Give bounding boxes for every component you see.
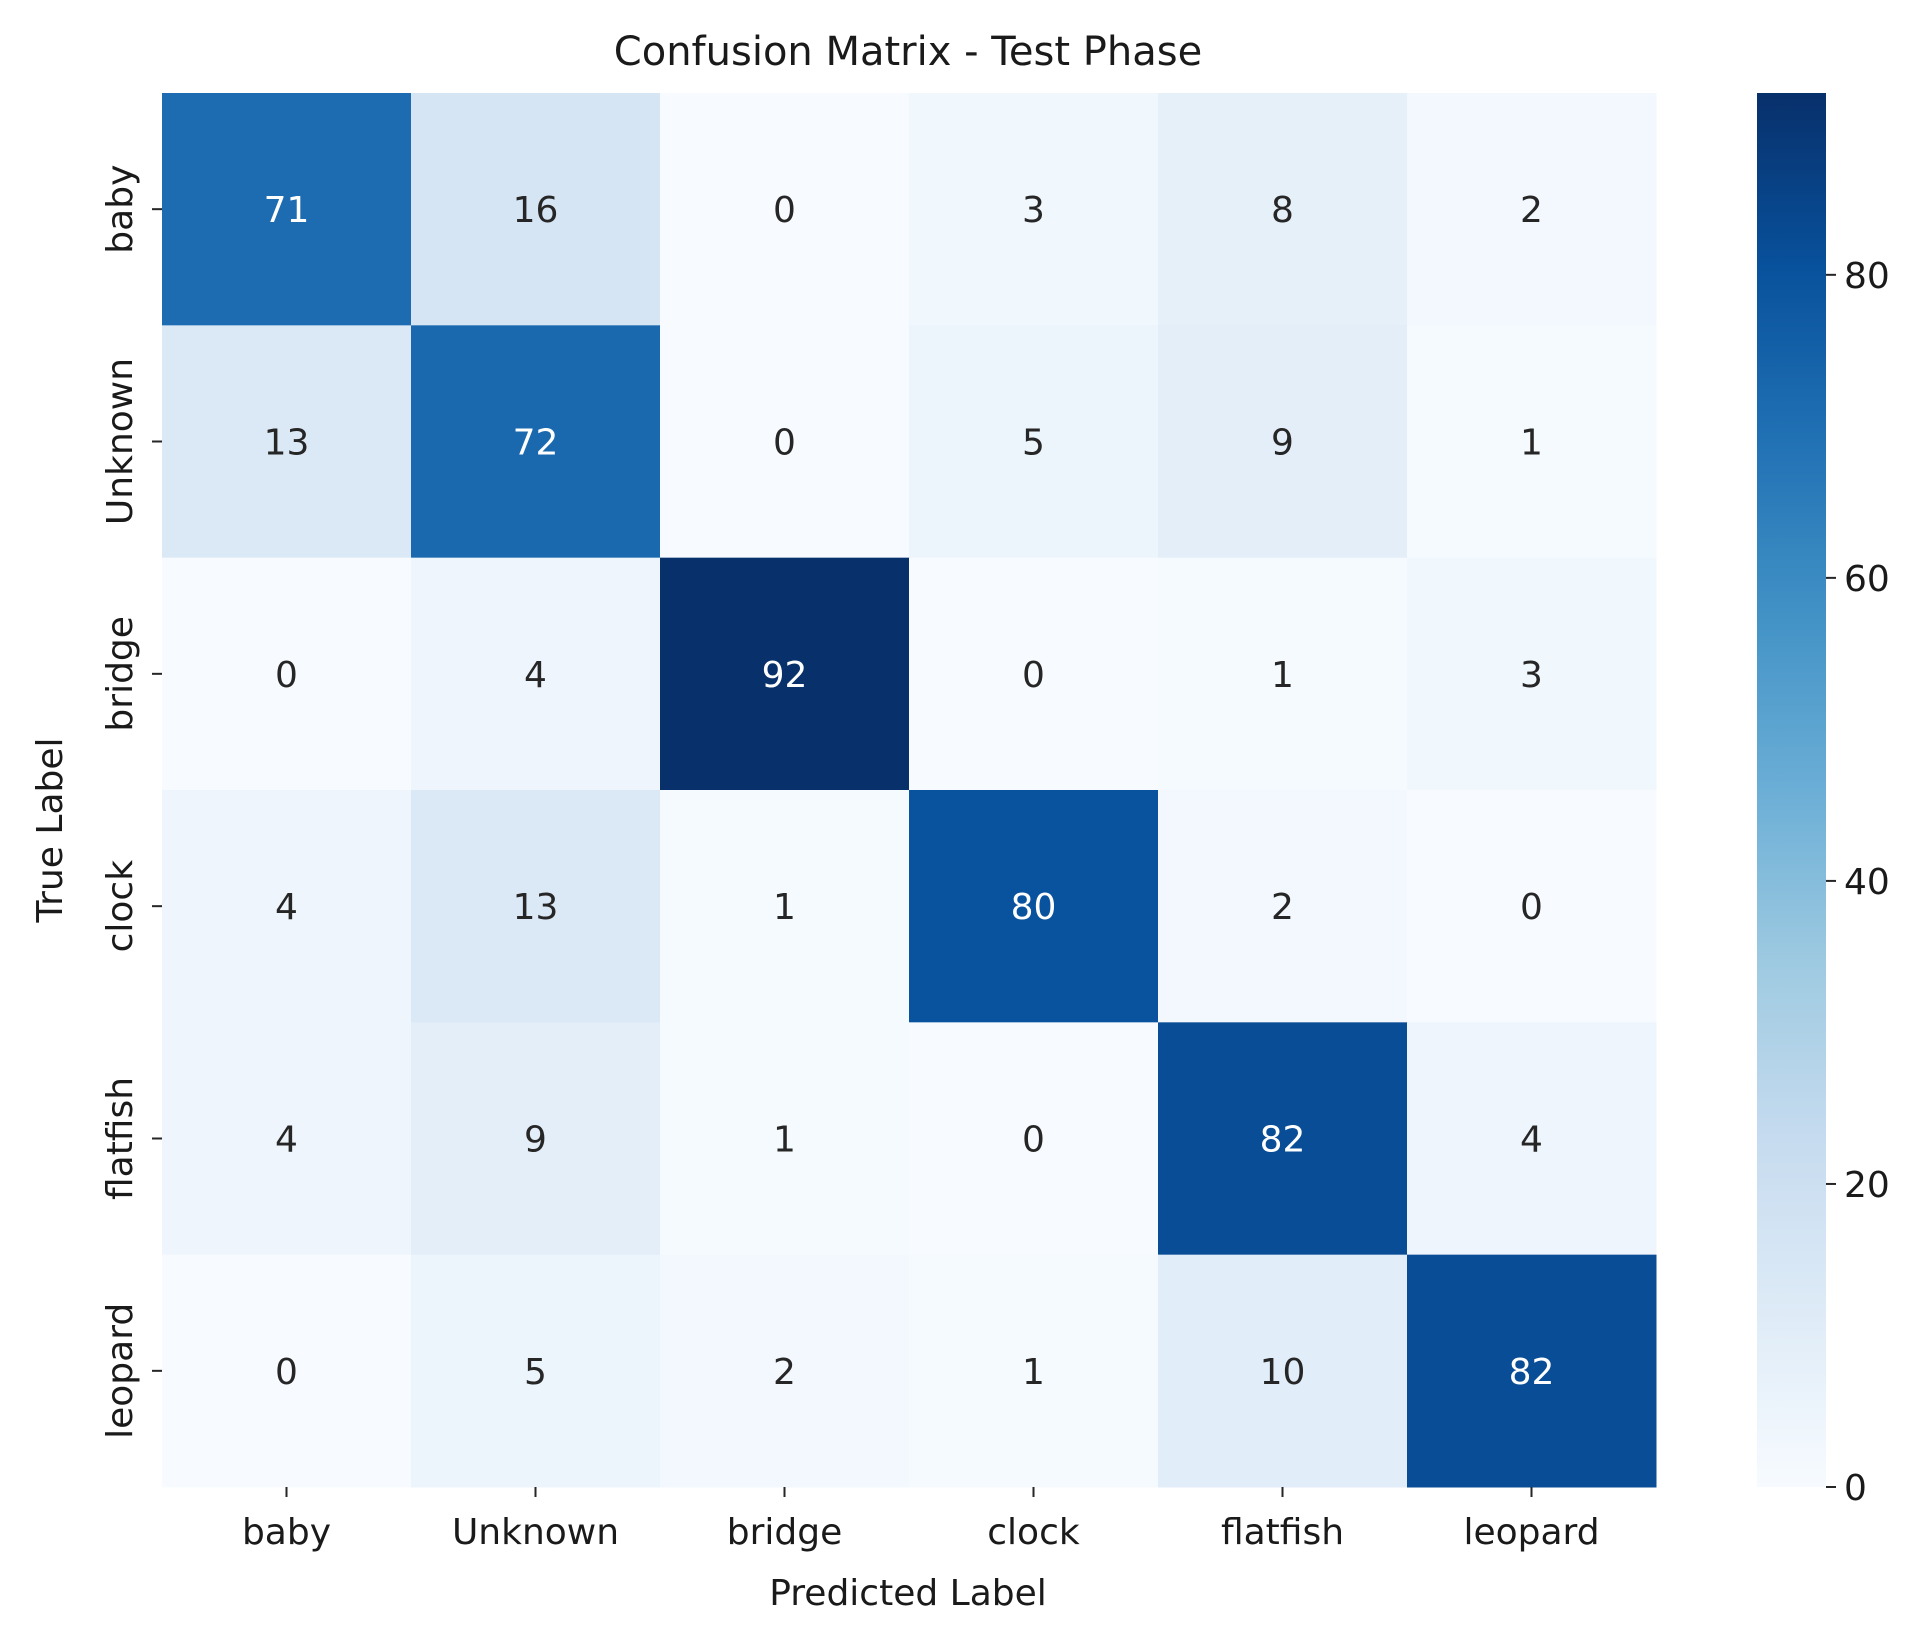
chart-title: Confusion Matrix - Test Phase (614, 29, 1202, 75)
heatmap-cell (411, 93, 661, 326)
x-tick-label: clock (987, 1512, 1080, 1553)
cell-value-label: 0 (275, 655, 298, 696)
heatmap-cell (1407, 325, 1657, 559)
cell-value-label: 82 (1260, 1120, 1306, 1161)
cell-value-label: 0 (1022, 1120, 1045, 1161)
heatmap-cell (411, 790, 661, 1023)
x-tick-label: flatfish (1221, 1512, 1344, 1553)
cell-value-label: 2 (1520, 190, 1543, 231)
heatmap-cell (162, 325, 412, 559)
cell-value-label: 3 (1022, 190, 1045, 231)
y-axis-label: True Label (30, 737, 71, 923)
heatmap-cell (1407, 557, 1657, 791)
cell-value-label: 0 (275, 1352, 298, 1393)
heatmap-cell (1158, 1022, 1408, 1256)
heatmap-cell (1407, 790, 1657, 1023)
colorbar-tick-label: 20 (1844, 1165, 1890, 1206)
y-axis: baby Unknown bridge clock flatfish leopard (100, 165, 162, 1439)
cell-value-label: 9 (524, 1120, 547, 1161)
cell-value-label: 5 (1022, 423, 1045, 464)
cell-value-label: 4 (275, 887, 298, 928)
cell-value-label: 2 (1271, 887, 1294, 928)
heatmap-cell (411, 1022, 661, 1256)
heatmap-cell-labels: 71 16 0 3 8 213 72 0 5 9 10 4 92 0 1 34 13 1 80 2 04 9 1 0 82 40 5… (264, 190, 1555, 1393)
cell-value-label: 0 (1520, 887, 1543, 928)
cell-value-label: 3 (1520, 655, 1543, 696)
colorbar-tick-label: 80 (1844, 256, 1890, 297)
heatmap-cell (660, 325, 910, 559)
colorbar-tick-label: 60 (1844, 559, 1890, 600)
heatmap-cell (411, 325, 661, 559)
y-tick-label: bridge (100, 616, 141, 732)
heatmap-cell (1158, 325, 1408, 559)
cell-value-label: 1 (773, 1120, 796, 1161)
heatmap-cell (1158, 557, 1408, 791)
heatmap-cell (1407, 1022, 1657, 1256)
cell-value-label: 13 (264, 423, 310, 464)
heatmap-cell (660, 1022, 910, 1256)
cell-value-label: 13 (513, 887, 559, 928)
heatmap-cells (162, 93, 1657, 1488)
cell-value-label: 92 (762, 655, 808, 696)
x-axis: baby Unknown bridge clock flatfish leopard (242, 1487, 1600, 1553)
cell-value-label: 10 (1260, 1352, 1306, 1393)
heatmap-cell (909, 790, 1159, 1023)
colorbar-tick-label: 0 (1844, 1468, 1867, 1509)
y-tick-label: baby (100, 165, 141, 254)
heatmap-cell (660, 1254, 910, 1488)
x-axis-label: Predicted Label (769, 1573, 1047, 1614)
cell-value-label: 71 (264, 190, 310, 231)
heatmap-cell (162, 93, 412, 326)
heatmap-cell (909, 93, 1159, 326)
heatmap-cell (162, 1254, 412, 1488)
heatmap-cell (1158, 790, 1408, 1023)
cell-value-label: 1 (1520, 423, 1543, 464)
heatmap-cell (1407, 93, 1657, 326)
heatmap-cell (909, 325, 1159, 559)
heatmap-cell (162, 790, 412, 1023)
cell-value-label: 0 (1022, 655, 1045, 696)
heatmap-cell (162, 1022, 412, 1256)
heatmap-cell (1407, 1254, 1657, 1488)
heatmap-cell (909, 557, 1159, 791)
heatmap-cell (660, 557, 910, 791)
cell-value-label: 80 (1011, 887, 1057, 928)
cell-value-label: 8 (1271, 190, 1294, 231)
heatmap-cell (909, 1254, 1159, 1488)
heatmap-cell (660, 790, 910, 1023)
cell-value-label: 1 (1271, 655, 1294, 696)
heatmap-cell (411, 1254, 661, 1488)
heatmap-cell (162, 557, 412, 791)
cell-value-label: 4 (275, 1120, 298, 1161)
y-tick-label: flatfish (100, 1077, 141, 1200)
x-tick-label: Unknown (452, 1512, 619, 1553)
cell-value-label: 1 (1022, 1352, 1045, 1393)
cell-value-label: 0 (773, 423, 796, 464)
x-tick-label: bridge (727, 1512, 843, 1553)
y-tick-label: clock (100, 860, 141, 953)
heatmap-cell (1158, 1254, 1408, 1488)
y-tick-label: leopard (100, 1303, 141, 1439)
cell-value-label: 2 (773, 1352, 796, 1393)
x-tick-label: baby (242, 1512, 331, 1553)
x-tick-label: leopard (1463, 1512, 1599, 1553)
cell-value-label: 4 (1520, 1120, 1543, 1161)
cell-value-label: 0 (773, 190, 796, 231)
heatmap-cell (660, 93, 910, 326)
cell-value-label: 5 (524, 1352, 547, 1393)
heatmap-cell (909, 1022, 1159, 1256)
cell-value-label: 16 (513, 190, 559, 231)
cell-value-label: 4 (524, 655, 547, 696)
colorbar-tick-label: 40 (1844, 862, 1890, 903)
cell-value-label: 82 (1509, 1352, 1555, 1393)
colorbar-gradient (1757, 93, 1826, 1487)
cell-value-label: 1 (773, 887, 796, 928)
heatmap-cell (1158, 93, 1408, 326)
cell-value-label: 72 (513, 423, 559, 464)
colorbar: 0 20 40 60 80 (1757, 93, 1890, 1509)
y-tick-label: Unknown (100, 358, 141, 525)
cell-value-label: 9 (1271, 423, 1294, 464)
heatmap-cell (411, 557, 661, 791)
